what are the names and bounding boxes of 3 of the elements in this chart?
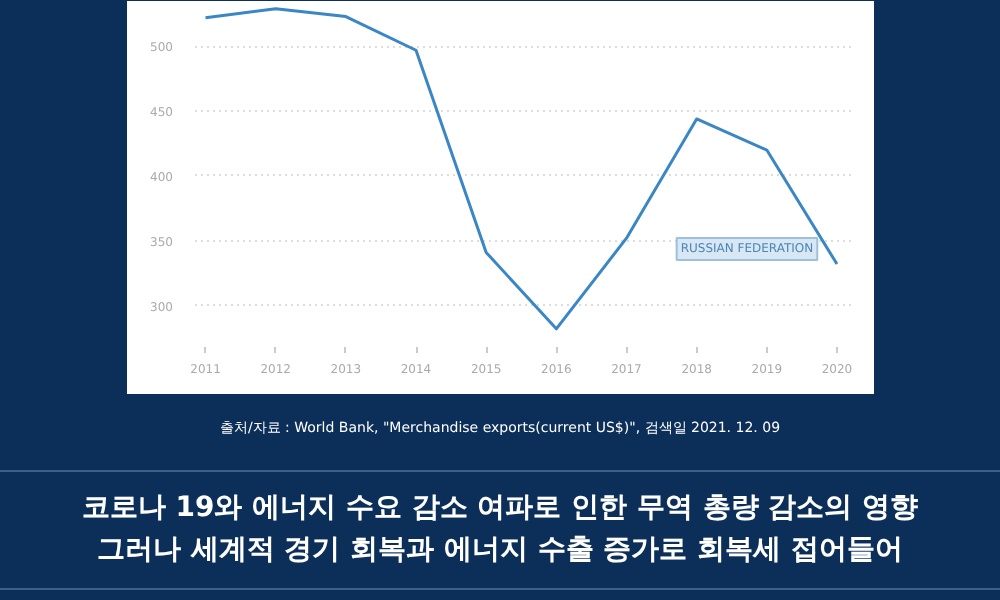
text: 그러나 세계적 경기 회복과 에너지 수출 증가로 회복세 접어들어 — [96, 534, 903, 566]
text: 코로나 19와 에너지 수요 감소 여파로 인한 무역 총량 감소의 영향 — [81, 492, 919, 524]
line-series — [204, 7, 839, 331]
